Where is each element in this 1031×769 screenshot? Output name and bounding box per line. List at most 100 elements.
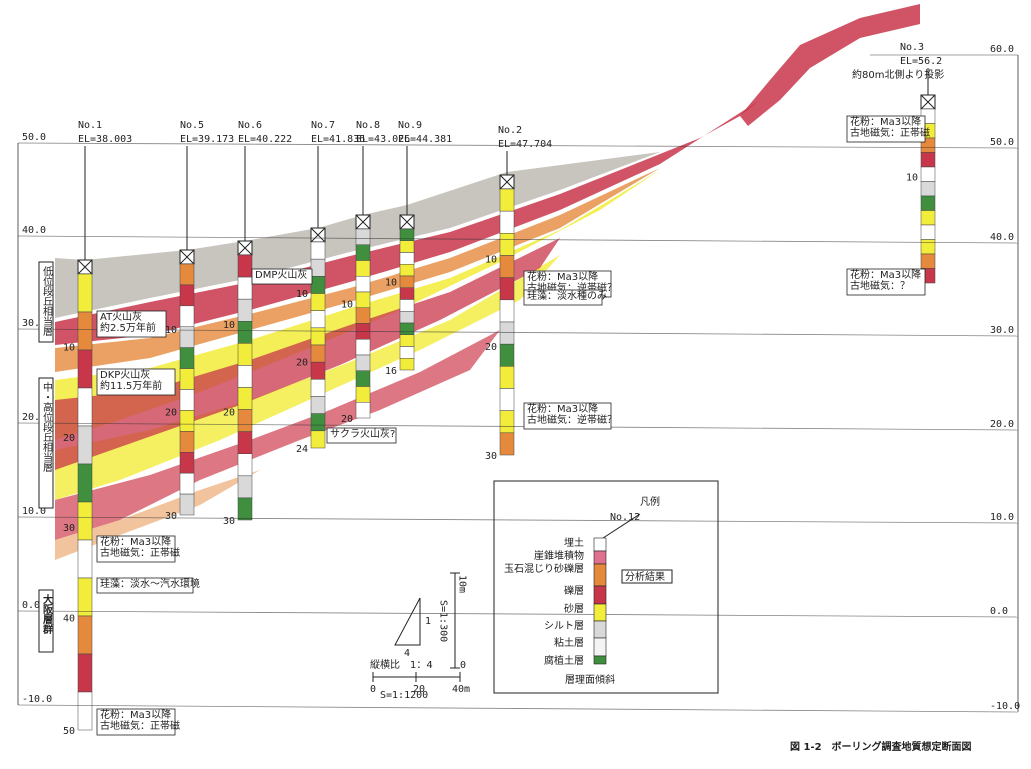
unit-label: 大阪層群: [41, 593, 53, 635]
borehole-layer: [237, 409, 253, 432]
borehole-layer: [310, 396, 326, 414]
borehole-layer: [920, 253, 936, 269]
unit-box: [38, 589, 54, 653]
elevation-line: [17, 235, 1019, 244]
borehole-layer: [920, 181, 936, 197]
borehole-layer: [499, 277, 515, 301]
borehole-layer: [310, 413, 326, 432]
borehole-layer: [310, 379, 326, 397]
scale-vertical: S=1:300: [438, 600, 449, 642]
annotation-box: [96, 577, 194, 594]
unit-box: [38, 261, 54, 343]
borehole-layer: [77, 425, 93, 465]
borehole-layer: [310, 327, 326, 346]
borehole-layer: [399, 322, 415, 335]
depth-label: 10: [296, 289, 308, 300]
borehole-layer: [310, 258, 326, 277]
borehole-elevation: EL=56.2: [900, 56, 942, 67]
borehole-layer: [310, 344, 326, 363]
borehole-layer: [399, 299, 415, 312]
legend-label: 礫層: [564, 584, 584, 597]
borehole-layer: [499, 233, 515, 256]
borehole-layer: [179, 284, 195, 307]
elevation-label: 10.0: [22, 506, 46, 517]
caption: 図 1-2 ボーリング調査地質想定断面図: [790, 740, 972, 753]
borehole-layer: [399, 346, 415, 359]
elevation-line: [17, 610, 1019, 618]
borehole-layer: [399, 311, 415, 324]
borehole-layer: [920, 239, 936, 255]
depth-label: 20: [341, 414, 353, 425]
borehole-layer: [237, 497, 253, 521]
borehole-layer: [920, 152, 936, 168]
borehole-fill-mark: [179, 249, 195, 265]
borehole-layer: [355, 291, 371, 308]
borehole-layer: [77, 615, 93, 655]
borehole-layer: [310, 293, 326, 311]
legend-label: 玉石混じり砂礫層: [504, 562, 584, 575]
legend-title: 凡例: [640, 495, 660, 508]
legend-result-box: [621, 569, 673, 584]
elevation-label: 10.0: [990, 512, 1014, 523]
borehole-fill-mark: [920, 94, 936, 110]
legend-label: 砂層: [564, 602, 584, 615]
annotation-text: 古地磁気：正帯磁: [100, 546, 180, 559]
annotation-box: [846, 268, 926, 296]
borehole-name: No.3: [900, 42, 924, 53]
borehole-layer: [355, 228, 371, 245]
borehole-layer: [499, 388, 515, 411]
annotation-box: [523, 402, 612, 430]
legend-label: 腐植土層: [544, 654, 584, 667]
borehole-layer: [310, 361, 326, 380]
borehole-layer: [179, 305, 195, 328]
annotation-text: 古地磁気：？: [850, 279, 910, 292]
depth-label: 30: [165, 511, 177, 522]
elevation-label: 30.0: [22, 318, 46, 329]
elevation-label: 20.0: [990, 419, 1014, 430]
legend-dip: 層理面傾斜: [565, 673, 615, 686]
depth-label: 20: [165, 408, 177, 419]
borehole-layer: [499, 366, 515, 389]
borehole-layer: [179, 493, 195, 516]
triangle-label: 4: [404, 648, 410, 659]
borehole-layer: [355, 370, 371, 387]
elevation-line: [17, 422, 1019, 431]
annotation-box: [96, 535, 176, 563]
depth-label: 30: [485, 451, 497, 462]
scale-ratio: 縦横比 1：4: [370, 658, 433, 671]
borehole-elevation: EL=41.836: [311, 134, 365, 145]
legend-column-name: No.12: [610, 512, 640, 523]
borehole-layer: [399, 252, 415, 265]
borehole-layer: [237, 343, 253, 366]
elevation-label: 60.0: [990, 44, 1014, 55]
depth-label: 30: [63, 523, 75, 534]
borehole-layer: [179, 263, 195, 286]
borehole-layer: [77, 501, 93, 541]
borehole-layer: [355, 386, 371, 403]
borehole-layer: [179, 347, 195, 369]
annotation-text: サクラ火山灰?: [330, 427, 395, 440]
projection-note: 約80m北側より投影: [852, 68, 944, 81]
borehole-layer: [499, 188, 515, 212]
borehole-layer: [355, 339, 371, 356]
annotation-box: [96, 708, 176, 736]
unit-box: [38, 377, 54, 509]
borehole-layer: [77, 387, 93, 427]
borehole-layer: [77, 349, 93, 389]
depth-label: 10: [223, 320, 235, 331]
legend-swatch: [593, 620, 607, 639]
legend-label: 粘土層: [554, 636, 584, 649]
borehole-name: No.1: [78, 120, 102, 131]
elevation-label: -10.0: [990, 701, 1020, 712]
depth-label: 10: [485, 255, 497, 266]
legend-leader: [599, 513, 641, 541]
borehole-layer: [355, 260, 371, 277]
borehole-name: No.8: [356, 120, 380, 131]
borehole-fill-mark: [499, 174, 515, 190]
annotation-text: 珪藻：淡水種のみ: [527, 289, 607, 302]
borehole-fill-mark: [77, 259, 93, 275]
annotation-text: 花粉：Ma3以降: [850, 268, 921, 281]
depth-label: 30: [223, 516, 235, 527]
borehole-layer: [179, 452, 195, 474]
